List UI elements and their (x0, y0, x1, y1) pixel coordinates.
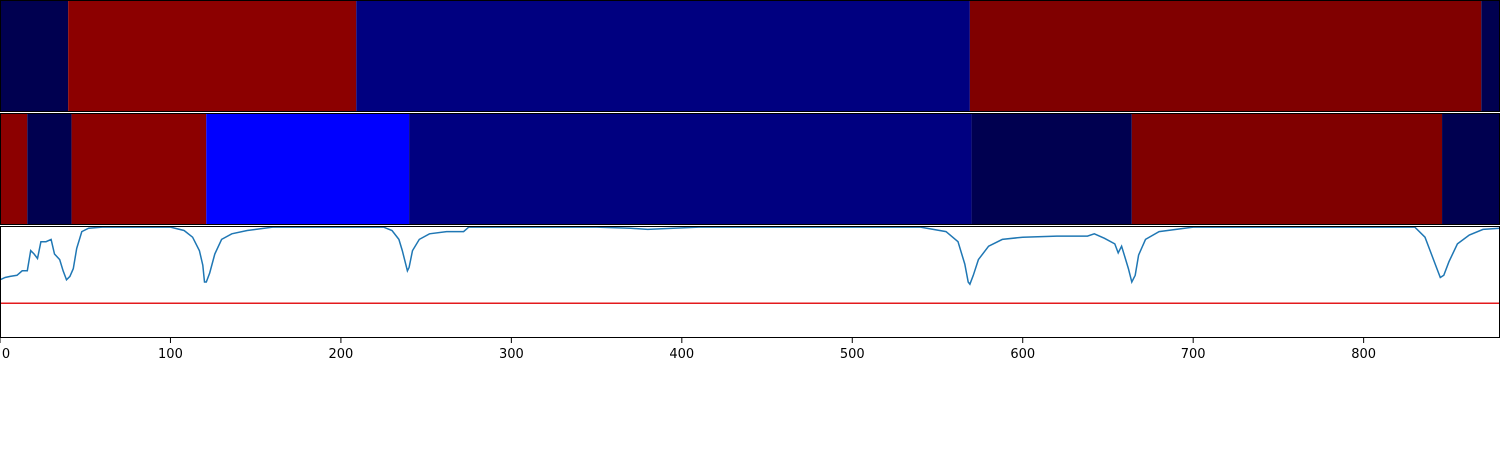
segment-0-1 (68, 0, 356, 112)
x-tick-label-700: 700 (1181, 347, 1206, 362)
x-tick-label-0: 0 (2, 347, 10, 362)
segment-0-4 (1481, 0, 1500, 112)
top-segment-bar (0, 0, 1500, 112)
x-tick-label-300: 300 (499, 347, 524, 362)
x-tick-label-600: 600 (1010, 347, 1035, 362)
segment-1-3 (206, 113, 409, 225)
panel-frame-2 (1, 227, 1500, 338)
segment-0-0 (0, 0, 68, 112)
segment-1-6 (1132, 113, 1442, 225)
line-panel (0, 227, 1500, 338)
segment-1-7 (1442, 113, 1500, 225)
segment-1-2 (72, 113, 207, 225)
x-axis: 0 100 200 300 400 500 600 700 800 (0, 338, 1376, 362)
segment-1-1 (27, 113, 71, 225)
segment-1-5 (972, 113, 1132, 225)
x-tick-label-800: 800 (1351, 347, 1376, 362)
segment-0-2 (356, 0, 970, 112)
segment-1-0 (0, 113, 27, 225)
middle-segment-bar (0, 113, 1500, 225)
x-tick-label-200: 200 (328, 347, 353, 362)
series-line (0, 227, 1500, 284)
segment-0-3 (970, 0, 1481, 112)
x-tick-label-500: 500 (840, 347, 865, 362)
segment-1-4 (409, 113, 972, 225)
x-tick-label-400: 400 (669, 347, 694, 362)
x-tick-label-100: 100 (158, 347, 183, 362)
